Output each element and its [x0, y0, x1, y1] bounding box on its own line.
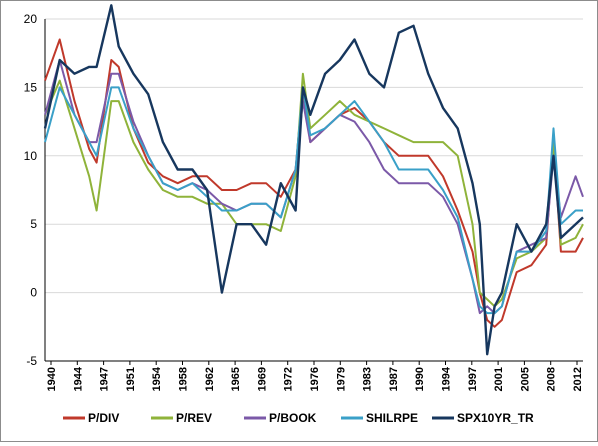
x-tick-label: 1972 — [283, 367, 295, 391]
x-tick-label: 1983 — [362, 367, 374, 391]
x-tick-label: 2012 — [572, 367, 584, 391]
x-axis: 1940 1944 1947 1951 1954 1958 1962 1965 1969 1972… — [45, 360, 584, 391]
y-tick-label: -5 — [26, 354, 37, 368]
x-tick-label: 1944 — [72, 366, 84, 391]
y-tick-label: 20 — [24, 12, 38, 26]
x-tick-label: 1990 — [414, 367, 426, 391]
series-line-shilrpe — [44, 86, 583, 315]
y-axis: -5 0 5 10 15 20 — [24, 12, 46, 368]
legend-label: SHILRPE — [366, 411, 418, 425]
x-tick-label: 1969 — [256, 367, 268, 391]
y-tick-label: 10 — [24, 149, 38, 163]
y-tick-label: 15 — [24, 80, 38, 94]
series-line-p-book — [44, 59, 584, 315]
x-tick-label: 1958 — [178, 367, 190, 391]
x-tick-label: 1947 — [99, 367, 111, 391]
gridlines — [45, 18, 583, 362]
series-line-p-div — [44, 38, 584, 328]
series-line-p-rev — [44, 72, 584, 308]
x-tick-label: 1954 — [151, 366, 163, 391]
series-lines — [43, 4, 584, 356]
legend-label: SPX10YR_TR — [457, 411, 534, 425]
x-tick-label: 1962 — [204, 367, 216, 391]
legend-label: P/REV — [176, 411, 212, 425]
x-tick-label: 2008 — [546, 367, 558, 391]
legend-label: P/BOOK — [269, 411, 317, 425]
x-tick-label: 1965 — [230, 367, 242, 391]
x-tick-label: 2001 — [493, 367, 505, 391]
x-tick-label: 1940 — [46, 367, 58, 391]
series-line-spx10yr-tr — [43, 4, 584, 356]
x-tick-label: 1987 — [388, 367, 400, 391]
x-tick-label: 1976 — [309, 367, 321, 391]
y-tick-label: 5 — [30, 217, 37, 231]
y-tick-label: 0 — [30, 286, 37, 300]
x-tick-label: 2005 — [519, 367, 531, 391]
x-tick-label: 1979 — [335, 367, 347, 391]
x-tick-label: 1997 — [467, 367, 479, 391]
x-tick-label: 1994 — [441, 366, 453, 391]
legend: P/DIV P/REV P/BOOK SHILRPE SPX10YR_TR — [63, 411, 534, 425]
legend-label: P/DIV — [88, 411, 119, 425]
x-tick-label: 1951 — [125, 367, 137, 391]
